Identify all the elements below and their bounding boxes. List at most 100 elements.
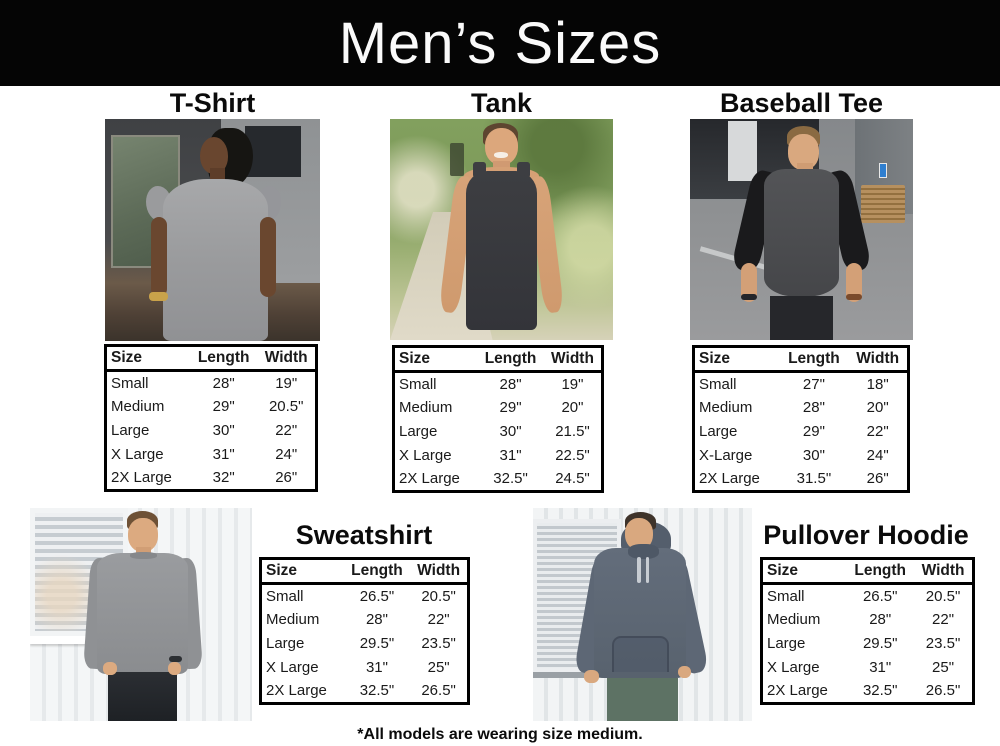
width-cell: 22" [866,423,889,440]
length-cell: 29.5" [359,635,395,652]
size-cell: Small [699,375,737,393]
column-header-width: Width [848,346,909,373]
table-row: 2X Large 32.5" 26.5" [762,680,974,704]
width-cell: 19" [275,374,298,392]
size-cell: 2X Large [399,470,460,488]
column-header-size: Size [761,558,847,585]
photo-tank-model [390,119,613,340]
size-cell: X Large [399,447,452,464]
length-cell: 32.5" [862,682,898,700]
width-cell: 26" [275,469,298,487]
length-cell: 26.5" [359,587,395,605]
size-cell: Medium [266,611,320,628]
width-cell: 22" [427,611,450,628]
t-shirt-torso [163,178,269,341]
length-cell: 32" [212,469,235,487]
length-cell: 29.5" [862,635,898,652]
length-cell: 29" [499,399,522,416]
size-cell: Large [399,423,438,440]
table-row: Medium 28" 22" [261,608,469,632]
column-header-length: Length [343,558,411,585]
width-cell: 26.5" [925,682,961,700]
photo-background-door [727,121,757,181]
width-cell: 23.5" [925,635,961,652]
table-row: Small 26.5" 20.5" [261,584,469,608]
table-row: X Large 31" 24" [106,443,317,467]
column-header-width: Width [410,558,469,585]
size-table-tank: Size Length Width Small 28" 19" Medium 2… [392,345,604,493]
length-cell: 32.5" [493,470,528,488]
column-header-length: Length [477,346,544,373]
column-header-width: Width [257,345,317,372]
width-cell: 23.5" [421,635,456,652]
width-cell: 24" [275,446,298,463]
table-header-row: Size Length Width [693,346,909,373]
width-cell: 22" [932,611,955,628]
width-cell: 26.5" [421,682,456,700]
column-header-length: Length [189,345,258,372]
model-forearm-right [846,262,862,303]
photo-background-sign [878,163,888,178]
length-cell: 28" [365,611,388,628]
model-head [624,517,654,550]
baseball-tee-torso [763,168,840,297]
photo-baseball-tee-model [690,119,913,340]
size-cell: Medium [399,399,453,416]
table-header-row: Size Length Width [393,346,603,373]
photo-t-shirt-model [105,119,320,341]
heading-baseball-tee: Baseball Tee [719,88,884,118]
model-arm-left [151,216,168,297]
length-cell: 26.5" [862,587,898,605]
table-row: Large 29.5" 23.5" [762,632,974,656]
model-forearm-left [741,262,757,303]
table-row: X Large 31" 25" [762,656,974,680]
width-cell: 26" [866,470,889,488]
length-cell: 31" [499,447,522,464]
heading-pullover-hoodie: Pullover Hoodie [763,520,969,550]
table-row: Small 28" 19" [106,371,317,395]
size-cell: Large [111,422,150,439]
size-cell: Small [399,375,437,393]
width-cell: 25" [427,659,450,676]
size-cell: Medium [767,611,821,628]
table-row: 2X Large 32" 26" [106,467,317,491]
watch [845,293,863,301]
width-cell: 18" [866,375,889,393]
size-cell: X Large [266,659,319,676]
table-row: Small 26.5" 20.5" [762,584,974,608]
table-row: Medium 29" 20.5" [106,395,317,419]
size-cell: 2X Large [266,682,327,700]
column-header-width: Width [543,346,603,373]
photo-background-window [244,125,301,177]
size-table-baseball-tee: Size Length Width Small 27" 18" Medium 2… [692,345,910,493]
size-cell: Small [111,374,149,392]
model-jeans [770,295,833,340]
width-cell: 21.5" [555,423,590,440]
width-cell: 22" [275,422,298,439]
table-header-row: Size Length Width [105,345,317,372]
table-row: Large 29" 22" [694,420,909,444]
table-row: 2X Large 32.5" 26.5" [261,680,469,704]
column-header-length: Length [846,558,915,585]
table-row: Large 30" 21.5" [394,420,603,444]
photo-background-rail [533,672,621,679]
length-cell: 30" [212,422,235,439]
model-hand-left [103,662,117,676]
model-jeans [107,672,177,721]
sweatshirt-torso [96,552,188,675]
size-cell: Large [699,423,738,440]
footnote: *All models are wearing size medium. [357,726,643,743]
length-cell: 31.5" [796,470,832,488]
hoodie-drawstring-left [637,556,641,583]
heading-tank: Tank [470,88,532,118]
width-cell: 20.5" [925,587,961,605]
length-cell: 29" [802,423,825,440]
title-bar: Men’s Sizes [0,0,1000,86]
length-cell: 30" [802,447,825,464]
length-cell: 31" [869,659,892,676]
model-neck [797,163,813,175]
table-row: X-Large 30" 24" [694,444,909,468]
width-cell: 20.5" [421,587,456,605]
photo-background-tree [450,143,464,177]
